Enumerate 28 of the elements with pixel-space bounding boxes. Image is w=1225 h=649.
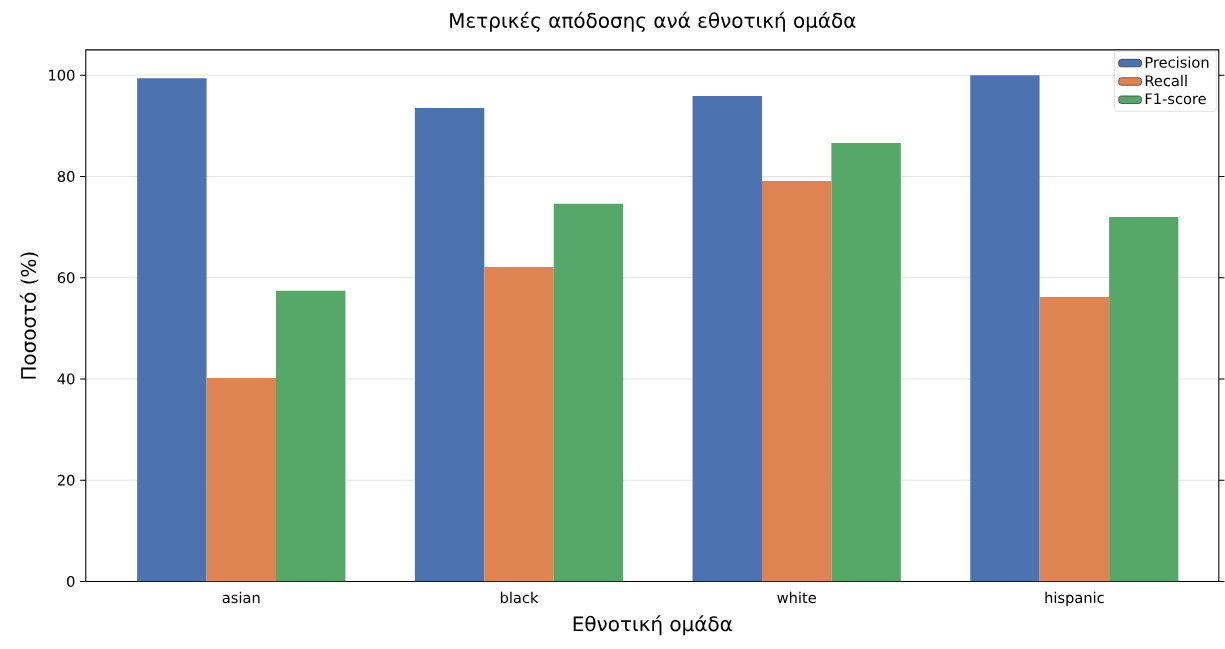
legend-label: F1-score (1145, 93, 1206, 105)
y-tick-label: 20 (57, 474, 75, 486)
y-tick-label: 60 (57, 272, 75, 284)
y-tick-label: 100 (49, 69, 75, 81)
bar (970, 75, 1040, 582)
y-tick-label: 40 (57, 373, 75, 385)
x-tick-label: asian (222, 591, 260, 604)
x-tick-label: hispanic (1045, 591, 1104, 606)
bar (137, 78, 207, 582)
chart-title: Μετρικές απόδοσης ανά εθνοτική ομάδα (450, 11, 856, 32)
y-tick-label: 0 (67, 575, 75, 587)
bar (206, 377, 276, 582)
y-axis-title: Ποσοστό (%) (19, 252, 39, 379)
legend-label: Precision (1145, 56, 1209, 68)
x-tick-label: white (777, 591, 816, 604)
x-axis-title: Εθνοτική ομάδα (573, 614, 732, 636)
legend-label: Recall (1145, 74, 1187, 87)
bar (1039, 296, 1110, 582)
bar (276, 290, 346, 582)
y-tick-label: 80 (57, 170, 75, 182)
bar (553, 203, 624, 582)
bar (484, 266, 554, 582)
bar (692, 95, 762, 582)
bar (761, 180, 832, 582)
bar (831, 142, 901, 582)
x-tick-label: black (500, 591, 539, 604)
bar (414, 107, 485, 582)
bar (1109, 216, 1179, 582)
